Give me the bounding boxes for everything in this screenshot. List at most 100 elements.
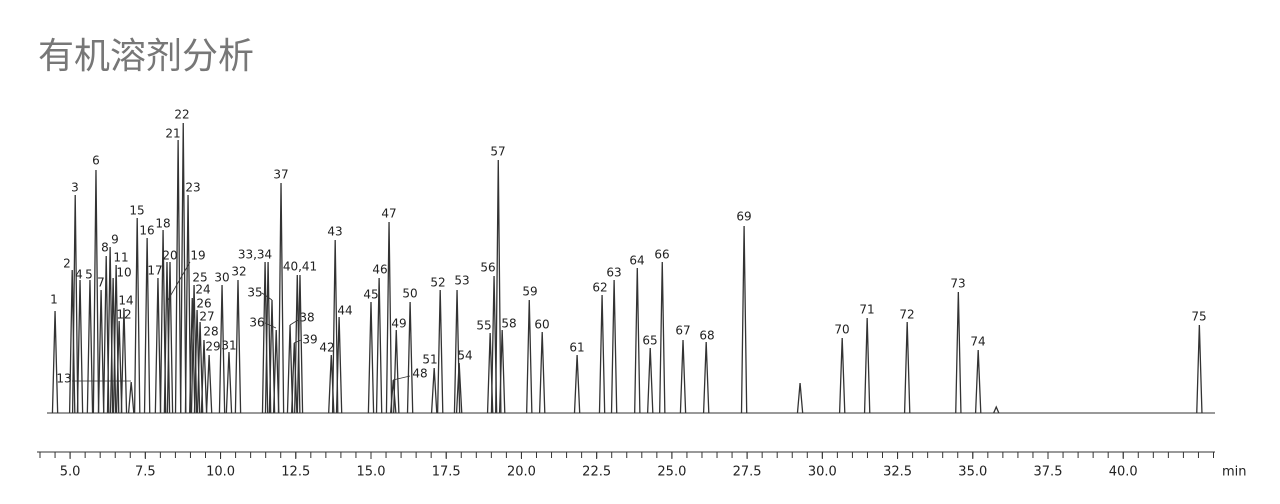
peak-label: 75 — [1191, 310, 1206, 324]
peak-label: 16 — [139, 224, 154, 238]
peak — [659, 261, 666, 414]
peak — [184, 194, 192, 414]
peak-label: 64 — [629, 254, 644, 268]
peak-label: 7 — [97, 276, 105, 290]
peak — [133, 217, 141, 414]
peak — [264, 261, 272, 414]
x-tick-label: 20.0 — [507, 465, 536, 480]
peak-label: 71 — [859, 303, 874, 317]
peak — [76, 279, 84, 414]
peak — [115, 320, 123, 414]
x-tick-label: 32.5 — [883, 465, 912, 480]
x-tick-label: 22.5 — [582, 465, 611, 480]
peak-label: 38 — [299, 311, 314, 325]
peak — [495, 159, 502, 414]
peak-label: 59 — [522, 285, 537, 299]
peak-label: 6 — [92, 154, 100, 168]
peak — [154, 277, 162, 414]
x-tick-label: 30.0 — [808, 465, 837, 480]
peak — [92, 169, 100, 414]
peak-label: 57 — [490, 145, 505, 159]
peak — [112, 264, 120, 414]
peak — [385, 221, 393, 414]
chart-title: 有机溶剂分析 — [38, 36, 254, 77]
peak-label: 74 — [970, 335, 985, 349]
peak-label: 73 — [950, 277, 965, 291]
peak-label: 62 — [592, 281, 607, 295]
peak — [993, 405, 1000, 414]
peak-label: 26 — [196, 297, 211, 311]
x-tick-label: 10.0 — [206, 465, 235, 480]
peak-label: 60 — [534, 318, 549, 332]
peak — [200, 339, 208, 414]
x-tick-label: 25.0 — [657, 465, 686, 480]
x-tick-label: 17.5 — [432, 465, 461, 480]
peak-label: 5 — [85, 268, 93, 282]
peak-label: 68 — [699, 329, 714, 343]
peak — [455, 362, 463, 414]
peak-label: 19 — [190, 249, 205, 263]
peak-label: 63 — [606, 266, 621, 280]
peak — [838, 337, 846, 414]
peak-label: 1 — [50, 293, 58, 307]
peak-label: 31 — [221, 339, 236, 353]
peak-label: 49 — [391, 317, 406, 331]
peak — [796, 382, 804, 414]
peak-label: 43 — [327, 225, 342, 239]
peak-label: 17 — [147, 264, 162, 278]
peak — [97, 289, 105, 414]
peak-label: 10 — [116, 266, 131, 280]
x-axis-label: min — [1222, 465, 1247, 480]
peak — [634, 267, 641, 414]
peak — [189, 297, 196, 414]
peak-label: 55 — [476, 319, 491, 333]
peak-label: 4 — [75, 268, 83, 282]
peak-label: 45 — [363, 288, 378, 302]
peak-label: 2 — [63, 257, 71, 271]
peak-label: 23 — [185, 181, 200, 195]
peak-label: 39 — [302, 333, 317, 347]
peak-label: 51 — [422, 353, 437, 367]
peak — [166, 261, 174, 414]
peak-label: 69 — [736, 210, 751, 224]
peak-label: 66 — [654, 248, 669, 262]
peak-label: 53 — [454, 274, 469, 288]
peak-label: 33,34 — [238, 248, 272, 262]
peak-label: 29 — [205, 340, 220, 354]
x-tick-label: 15.0 — [357, 465, 386, 480]
peak-label: 35 — [247, 286, 262, 300]
peak-label: 72 — [899, 308, 914, 322]
peak — [1196, 324, 1203, 414]
peak-label: 54 — [457, 349, 472, 363]
peak-label: 20 — [162, 249, 177, 263]
peak — [955, 291, 962, 414]
peak-label: 58 — [501, 317, 516, 331]
x-tick-label: 12.5 — [281, 465, 310, 480]
peak-label: 70 — [834, 323, 849, 337]
peak — [127, 381, 135, 414]
peak — [234, 279, 242, 414]
peak — [740, 225, 748, 414]
peak — [375, 277, 383, 414]
peak — [393, 329, 400, 414]
x-tick-label: 7.5 — [135, 465, 156, 480]
x-tick-label: 37.5 — [1034, 465, 1063, 480]
leader-line — [264, 322, 277, 329]
peak — [498, 329, 506, 414]
peak — [86, 279, 94, 414]
peak — [277, 182, 285, 414]
peak-label: 27 — [199, 310, 214, 324]
peak-label: 52 — [430, 276, 445, 290]
peak-label: 67 — [675, 324, 690, 338]
peak — [406, 301, 414, 414]
peak-label: 8 — [101, 241, 109, 255]
peak — [294, 274, 301, 414]
peak — [610, 279, 618, 414]
peak — [143, 237, 151, 414]
peak-label: 65 — [642, 334, 657, 348]
x-tick-label: 40.0 — [1109, 465, 1138, 480]
peak-label: 47 — [381, 207, 396, 221]
peak-label: 50 — [402, 287, 417, 301]
peak-label: 30 — [214, 271, 229, 285]
